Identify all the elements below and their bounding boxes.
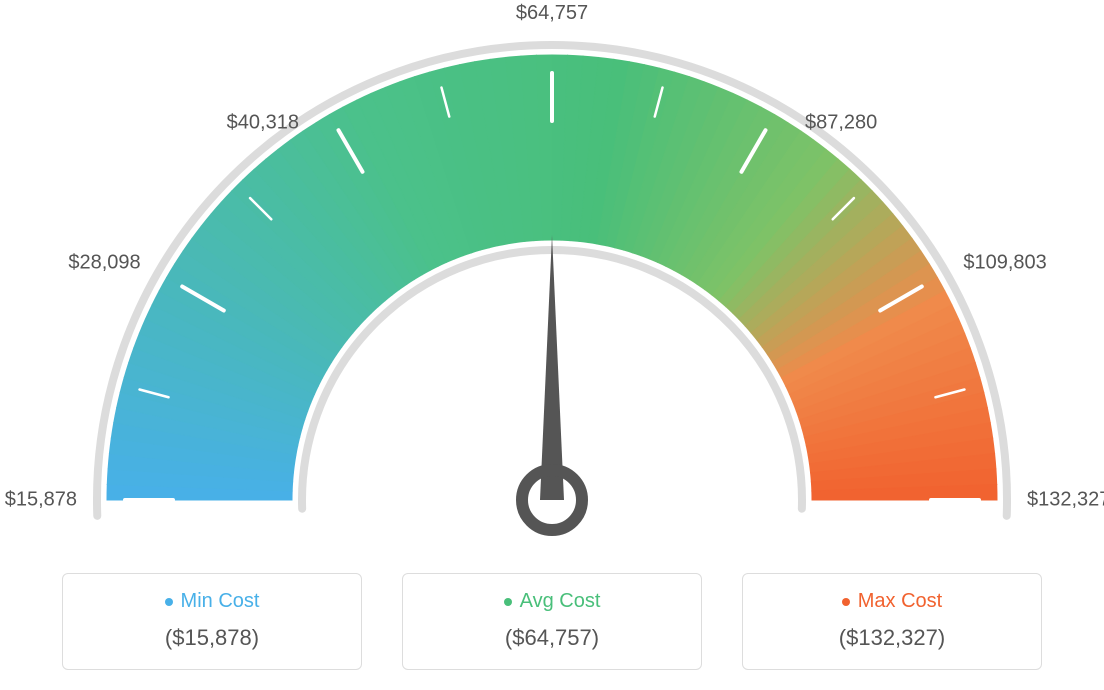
legend-value-min: ($15,878) — [75, 625, 349, 651]
legend-title-max: Max Cost — [755, 590, 1029, 613]
legend-box-min: Min Cost ($15,878) — [62, 573, 362, 670]
legend-row: Min Cost ($15,878) Avg Cost ($64,757) Ma… — [0, 573, 1104, 670]
legend-box-avg: Avg Cost ($64,757) — [402, 573, 702, 670]
gauge-tick-label: $64,757 — [516, 2, 588, 25]
gauge-tick-label: $132,327 — [1027, 489, 1104, 512]
legend-dot-max — [842, 598, 850, 606]
legend-title-min: Min Cost — [75, 590, 349, 613]
legend-title-avg: Avg Cost — [415, 590, 689, 613]
gauge-tick-label: $28,098 — [68, 251, 140, 274]
gauge-tick-label: $109,803 — [963, 251, 1046, 274]
legend-label-max: Max Cost — [858, 590, 942, 613]
cost-gauge-chart: $15,878 $28,098 $40,318 $64,757 $87,280 $109,… — [0, 0, 1104, 690]
gauge-tick-label: $15,878 — [5, 489, 77, 512]
legend-dot-avg — [504, 598, 512, 606]
legend-dot-min — [165, 598, 173, 606]
gauge-tick-label: $40,318 — [227, 112, 299, 135]
legend-value-max: ($132,327) — [755, 625, 1029, 651]
legend-box-max: Max Cost ($132,327) — [742, 573, 1042, 670]
legend-value-avg: ($64,757) — [415, 625, 689, 651]
gauge-tick-label: $87,280 — [805, 112, 877, 135]
legend-label-avg: Avg Cost — [520, 590, 601, 613]
legend-label-min: Min Cost — [181, 590, 260, 613]
gauge-svg — [0, 0, 1104, 560]
gauge-area: $15,878 $28,098 $40,318 $64,757 $87,280 $109,… — [0, 0, 1104, 560]
